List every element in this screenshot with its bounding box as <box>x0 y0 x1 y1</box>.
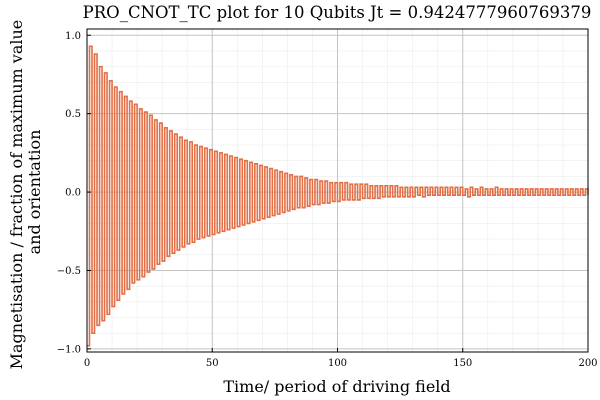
y-tick-label: 1.0 <box>65 31 81 42</box>
series-layer <box>87 45 589 347</box>
y-tick-label: −0.5 <box>57 266 81 277</box>
y-axis-label-line-1: Magnetisation / fraction of maximum valu… <box>7 20 26 370</box>
x-tick-label: 0 <box>84 358 90 369</box>
chart-title: PRO_CNOT_TC plot for 10 Qubits Jt = 0.94… <box>83 3 592 22</box>
y-axis-label: Magnetisation / fraction of maximum valu… <box>7 15 44 370</box>
x-axis-label: Time/ period of driving field <box>223 377 450 396</box>
plot-area: 0 50 100 150 200 −1.0 −0.5 0.0 0.5 1.0 <box>57 28 598 369</box>
ticks: 0 50 100 150 200 −1.0 −0.5 0.0 0.5 1.0 <box>57 31 598 369</box>
y-axis-label-line-2: and orientation <box>25 130 44 255</box>
y-tick-label: −1.0 <box>57 344 81 355</box>
x-tick-label: 200 <box>578 358 597 369</box>
x-tick-label: 100 <box>328 358 347 369</box>
y-tick-label: 0.5 <box>65 109 81 120</box>
series-line-1 <box>87 45 589 347</box>
x-tick-label: 50 <box>206 358 219 369</box>
x-tick-label: 150 <box>453 358 472 369</box>
y-tick-label: 0.0 <box>65 188 81 199</box>
